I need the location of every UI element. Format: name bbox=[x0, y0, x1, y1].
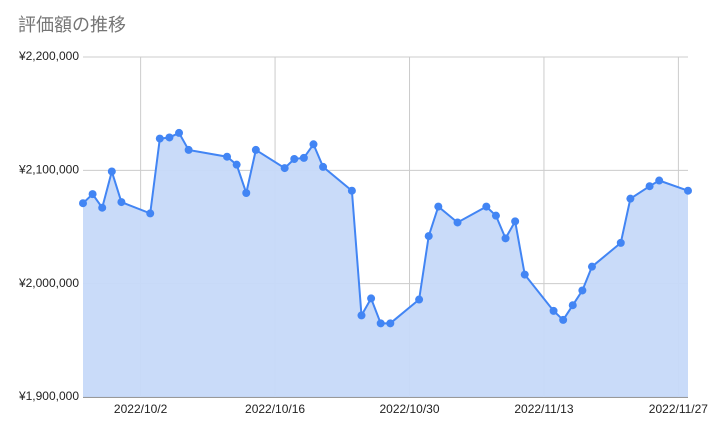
point bbox=[165, 133, 174, 142]
point bbox=[655, 176, 664, 185]
y-tick-label: ¥1,900,000 bbox=[18, 389, 79, 403]
x-tick-label: 2022/10/2 bbox=[114, 402, 168, 416]
x-tick-label: 2022/10/16 bbox=[245, 402, 305, 416]
point bbox=[434, 202, 443, 211]
point bbox=[511, 217, 520, 226]
point bbox=[568, 301, 577, 310]
point bbox=[251, 145, 260, 154]
point bbox=[578, 286, 587, 295]
point bbox=[155, 134, 164, 143]
point bbox=[347, 186, 356, 195]
point bbox=[645, 182, 654, 191]
chart-title: 評価額の推移 bbox=[18, 15, 126, 35]
point bbox=[146, 209, 155, 218]
point bbox=[309, 140, 318, 149]
point bbox=[79, 199, 87, 208]
area bbox=[83, 132, 688, 397]
x-tick-label: 2022/11/13 bbox=[514, 402, 573, 416]
point bbox=[117, 198, 126, 207]
point bbox=[367, 294, 376, 303]
point bbox=[223, 152, 232, 161]
point bbox=[232, 160, 241, 169]
point bbox=[453, 218, 462, 227]
point bbox=[684, 186, 692, 195]
point bbox=[357, 311, 366, 320]
point bbox=[491, 211, 500, 220]
y-tick-label: ¥2,000,000 bbox=[18, 276, 79, 290]
point bbox=[299, 153, 308, 162]
point bbox=[319, 162, 328, 171]
point bbox=[376, 319, 385, 328]
point bbox=[415, 295, 424, 304]
point bbox=[559, 315, 568, 324]
point bbox=[626, 194, 635, 203]
point bbox=[520, 270, 529, 279]
point bbox=[242, 189, 251, 197]
x-tick-label: 2022/11/27 bbox=[649, 402, 708, 416]
x-tick-label: 2022/10/30 bbox=[379, 402, 439, 416]
point bbox=[107, 167, 116, 176]
point bbox=[482, 202, 491, 211]
point bbox=[587, 262, 596, 271]
point bbox=[184, 145, 193, 154]
point bbox=[88, 190, 97, 199]
point bbox=[175, 128, 184, 137]
y-tick-label: ¥2,100,000 bbox=[18, 163, 79, 177]
y-tick-label: ¥2,200,000 bbox=[18, 49, 79, 63]
point bbox=[501, 234, 510, 243]
point bbox=[280, 164, 289, 173]
point bbox=[386, 319, 395, 328]
point bbox=[98, 203, 107, 212]
point bbox=[616, 238, 625, 247]
point bbox=[549, 306, 558, 315]
point bbox=[424, 232, 433, 241]
point bbox=[290, 155, 299, 163]
